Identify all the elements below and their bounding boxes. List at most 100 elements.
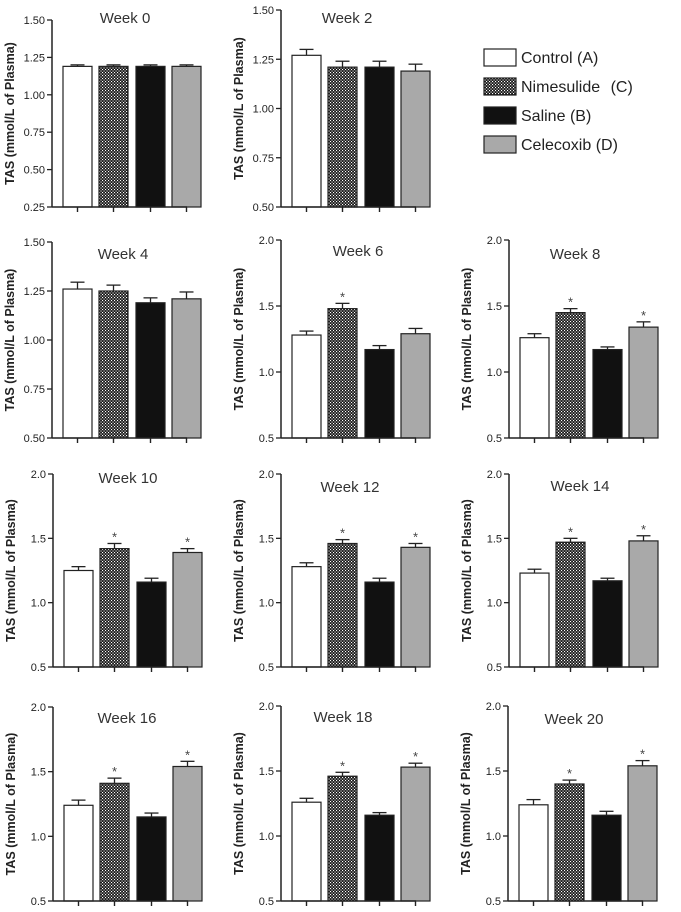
y-tick-label: 0.5: [259, 433, 274, 445]
bar-control: [62, 288, 93, 439]
bar-celecoxib: [400, 546, 431, 668]
y-axis-label: TAS (mmol/L of Plasma): [232, 499, 246, 642]
legend-swatch-nimesulide: [483, 77, 517, 96]
chart-panel: Week 8 TAS (mmol/L of Plasma) * * 0.5 1.0 1.5 2…: [460, 235, 659, 445]
chart-title: Week 4: [98, 246, 149, 263]
y-axis-label: TAS (mmol/L of Plasma): [459, 732, 473, 875]
bar-control: [518, 804, 549, 902]
significance-marker: *: [568, 295, 573, 310]
y-tick-label: 1.5: [487, 533, 502, 545]
y-tick-label: 0.5: [487, 433, 502, 445]
y-tick-label: 1.25: [24, 52, 45, 64]
y-tick-label: 1.00: [24, 335, 45, 347]
y-axis-label: TAS (mmol/L of Plasma): [4, 499, 18, 642]
bar-celecoxib: [172, 765, 203, 902]
y-tick-label: 1.0: [259, 598, 274, 610]
bar-control: [519, 572, 550, 668]
chart-panel: Week 6 TAS (mmol/L of Plasma) * 0.5 1.0 1.5 2.…: [232, 235, 431, 445]
bar-saline: [592, 580, 623, 668]
bar-nimesulide: [327, 308, 358, 439]
bar-control: [63, 569, 94, 668]
significance-marker: *: [568, 524, 573, 539]
bar-nimesulide: [327, 542, 358, 668]
chart-panels: Week 0 TAS (mmol/L of Plasma) 0.25 0.50 0.75…: [3, 5, 659, 908]
bar-nimesulide: [555, 312, 586, 439]
y-axis-label: TAS (mmol/L of Plasma): [232, 37, 246, 180]
legend-label-celecoxib: Celecoxib (D): [521, 137, 618, 154]
bar-control: [291, 54, 322, 208]
y-tick-label: 1.5: [259, 533, 274, 545]
chart-title: Week 12: [321, 479, 380, 496]
bar-saline: [364, 814, 395, 902]
y-tick-label: 1.5: [487, 301, 502, 313]
significance-marker: *: [567, 766, 572, 781]
legend-swatch-control: [483, 48, 517, 67]
y-axis-label: TAS (mmol/L of Plasma): [460, 499, 474, 642]
significance-marker: *: [340, 526, 345, 541]
y-tick-label: 1.5: [31, 533, 46, 545]
chart-title: Week 6: [333, 243, 384, 260]
chart-panel: Week 12 TAS (mmol/L of Plasma) * * 0.5 1.0 1.5…: [232, 469, 431, 674]
bar-celecoxib: [171, 298, 202, 439]
bar-saline: [135, 65, 166, 208]
significance-marker: *: [112, 529, 117, 544]
y-axis-label: TAS (mmol/L of Plasma): [460, 268, 474, 411]
bar-control: [62, 65, 93, 208]
significance-marker: *: [340, 758, 345, 773]
bar-nimesulide: [327, 775, 358, 902]
y-tick-label: 0.50: [24, 165, 45, 177]
bar-nimesulide: [327, 66, 358, 208]
y-tick-label: 1.5: [31, 767, 46, 779]
y-tick-label: 2.0: [31, 469, 46, 481]
bar-control: [291, 334, 322, 439]
bar-saline: [136, 581, 167, 668]
bar-nimesulide: [555, 541, 586, 668]
bar-celecoxib: [400, 70, 431, 208]
chart-panel: Week 20 TAS (mmol/L of Plasma) * * 0.5 1.0 1.5…: [459, 701, 658, 908]
y-tick-label: 1.50: [253, 5, 274, 17]
y-tick-label: 2.0: [487, 235, 502, 247]
y-tick-label: 1.0: [487, 367, 502, 379]
legend: Control (A) Nimesulide (C) Saline (B) Ce…: [483, 48, 633, 154]
chart-panel: Week 0 TAS (mmol/L of Plasma) 0.25 0.50 0.75…: [3, 10, 202, 214]
chart-title: Week 8: [550, 246, 601, 263]
chart-title: Week 2: [322, 10, 373, 27]
significance-marker: *: [640, 747, 645, 762]
y-tick-label: 0.75: [24, 127, 45, 139]
bar-celecoxib: [628, 540, 659, 668]
significance-marker: *: [413, 529, 418, 544]
y-tick-label: 0.5: [31, 896, 46, 908]
chart-title: Week 10: [99, 470, 158, 487]
y-tick-label: 0.5: [31, 662, 46, 674]
y-tick-label: 0.50: [253, 202, 274, 214]
bar-saline: [135, 302, 166, 439]
bar-control: [63, 804, 94, 902]
y-axis-label: TAS (mmol/L of Plasma): [232, 268, 246, 411]
legend-label-nimesulide: Nimesulide (C): [521, 79, 633, 96]
bar-celecoxib: [400, 766, 431, 902]
y-tick-label: 2.0: [31, 702, 46, 714]
chart-title: Week 0: [100, 10, 151, 27]
bar-nimesulide: [554, 783, 585, 902]
bar-celecoxib: [628, 326, 659, 439]
significance-marker: *: [112, 764, 117, 779]
y-tick-label: 1.0: [259, 831, 274, 843]
bar-control: [291, 801, 322, 902]
significance-marker: *: [413, 749, 418, 764]
y-tick-label: 0.5: [259, 896, 274, 908]
y-tick-label: 1.0: [486, 831, 501, 843]
chart-panel: Week 10 TAS (mmol/L of Plasma) * * 0.5 1.0 1.5…: [4, 469, 203, 674]
significance-marker: *: [641, 308, 646, 323]
chart-title: Week 20: [545, 711, 604, 728]
legend-label-saline: Saline (B): [521, 108, 591, 125]
bar-nimesulide: [99, 782, 130, 902]
y-tick-label: 0.5: [259, 662, 274, 674]
legend-swatch-celecoxib: [483, 135, 517, 154]
y-axis-label: TAS (mmol/L of Plasma): [3, 42, 17, 185]
significance-marker: *: [185, 535, 190, 550]
y-tick-label: 0.75: [253, 153, 274, 165]
chart-title: Week 14: [551, 478, 610, 495]
significance-marker: *: [185, 747, 190, 762]
y-tick-label: 1.0: [31, 831, 46, 843]
